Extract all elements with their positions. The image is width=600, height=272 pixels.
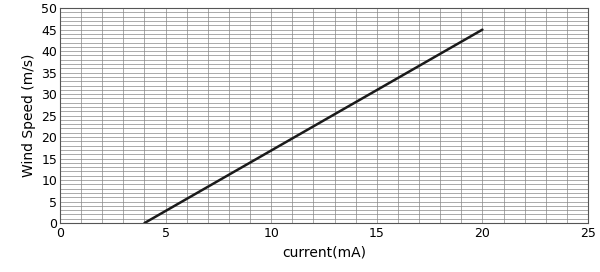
X-axis label: current(mA): current(mA) xyxy=(282,246,366,260)
Y-axis label: Wind Speed (m/s): Wind Speed (m/s) xyxy=(22,54,35,177)
